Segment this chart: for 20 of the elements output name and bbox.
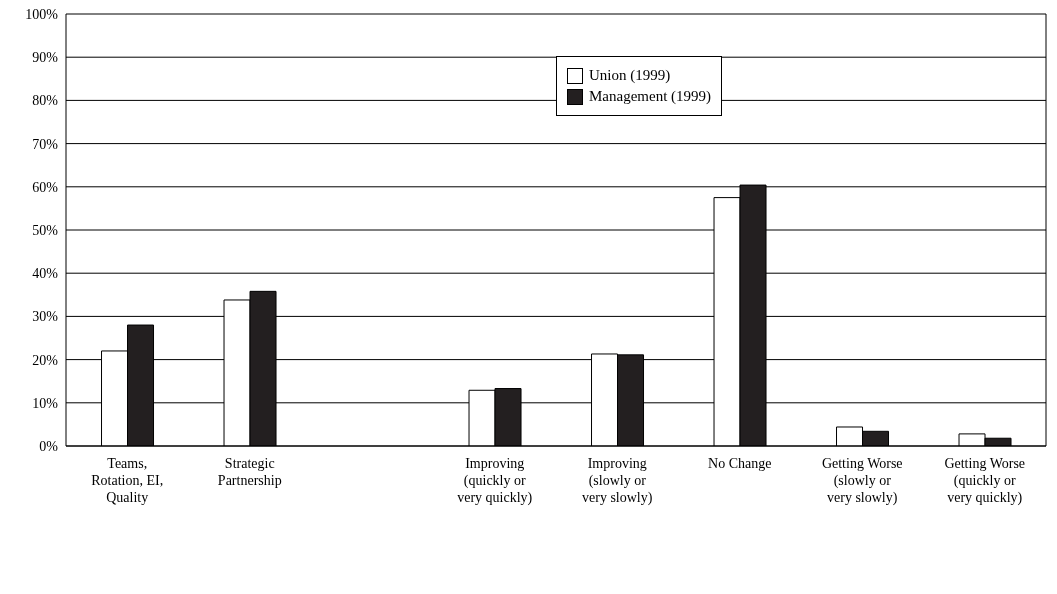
y-tick-label: 30% bbox=[32, 309, 59, 325]
x-tick-label: Improving (slowly or very slowly) bbox=[582, 456, 653, 506]
y-tick-label: 40% bbox=[32, 266, 59, 282]
y-tick-label: 90% bbox=[32, 50, 59, 66]
y-tick-label: 70% bbox=[32, 136, 59, 152]
x-tick-label: Getting Worse (slowly or very slowly) bbox=[821, 456, 903, 506]
x-tick-label: Improving (quickly or very quickly) bbox=[457, 456, 533, 506]
y-tick-label: 50% bbox=[32, 222, 59, 238]
x-tick-label: Strategic Partnership bbox=[217, 456, 282, 488]
legend-label: Union (1999) bbox=[589, 67, 671, 84]
x-tick-label: Teams, Rotation, EI, Quality bbox=[91, 456, 164, 505]
x-tick-label: Getting Worse (quickly or very quickly) bbox=[944, 456, 1026, 506]
y-tick-label: 80% bbox=[32, 93, 59, 109]
y-tick-label: 60% bbox=[32, 179, 59, 195]
y-tick-label: 100% bbox=[25, 6, 59, 22]
x-tick-label: No Change bbox=[708, 456, 772, 471]
legend-label: Management (1999) bbox=[589, 88, 712, 105]
y-tick-label: 0% bbox=[39, 438, 59, 454]
y-tick-label: 20% bbox=[32, 352, 59, 368]
y-tick-label: 10% bbox=[32, 395, 59, 411]
